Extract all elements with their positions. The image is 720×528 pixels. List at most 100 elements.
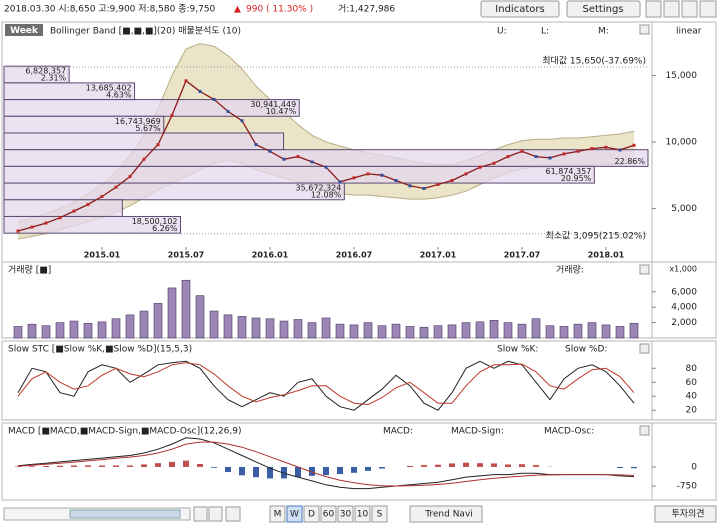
osc-bar bbox=[491, 463, 497, 467]
price-marker bbox=[464, 172, 468, 176]
y-tick-label: 0 bbox=[691, 462, 697, 472]
volume-profile-percent: 2.31% bbox=[41, 74, 67, 83]
period-buttons: M W D 60 30 10 S bbox=[269, 505, 388, 523]
price-marker bbox=[254, 143, 258, 147]
quote: 2018.03.30 시:8,650 고:9,900 저:8,580 종:9,7… bbox=[4, 4, 216, 15]
legend-readout: MACD: bbox=[383, 427, 413, 437]
period-button[interactable]: M bbox=[269, 505, 286, 523]
volume-bar bbox=[587, 322, 597, 339]
osc-bar bbox=[309, 466, 315, 476]
settings-button[interactable]: Settings bbox=[566, 0, 641, 18]
icon-button[interactable] bbox=[645, 0, 662, 18]
close-icon[interactable] bbox=[639, 264, 650, 275]
volume-profile-percent: 4.63% bbox=[106, 90, 132, 99]
volume-bar bbox=[97, 321, 107, 339]
close-icon[interactable] bbox=[639, 24, 650, 35]
opinion-button[interactable]: 투자의견 bbox=[654, 505, 717, 523]
legend-readout: Slow %K: bbox=[497, 345, 538, 355]
icon-button[interactable] bbox=[663, 0, 680, 18]
button-frame bbox=[354, 505, 371, 523]
volume-bar bbox=[167, 287, 177, 339]
icon-button[interactable] bbox=[699, 0, 717, 18]
indicator-line bbox=[17, 360, 635, 411]
button-label: S bbox=[377, 510, 383, 520]
zoom-out[interactable] bbox=[208, 506, 223, 522]
close-icon[interactable] bbox=[639, 343, 650, 354]
period-button[interactable]: D bbox=[303, 505, 320, 523]
trend-navi-button[interactable]: Trend Navi bbox=[409, 505, 483, 523]
button-label: D bbox=[308, 510, 315, 520]
legend-readout: MACD-Sign: bbox=[451, 427, 504, 437]
price-marker bbox=[310, 160, 314, 164]
price-marker bbox=[590, 147, 594, 151]
volume-profile-percent: 22.86% bbox=[614, 157, 645, 166]
osc-bar bbox=[57, 465, 63, 467]
price-marker bbox=[492, 161, 496, 165]
price-marker bbox=[562, 152, 566, 156]
indicator-line bbox=[17, 437, 635, 490]
indicator-line bbox=[17, 441, 635, 487]
volume-profile-percent: 6.26% bbox=[152, 224, 178, 233]
volume-profile-label: 6,828,357 bbox=[25, 67, 66, 76]
period-label: Week bbox=[10, 26, 39, 36]
panel: 5,000 10,000 15,000 Week Bollinger Band [■,■… bbox=[1, 21, 717, 263]
legend-readout: MACD-Osc: bbox=[544, 427, 594, 437]
volume-bar bbox=[461, 322, 471, 339]
price-marker bbox=[450, 179, 454, 183]
osc-bar bbox=[169, 461, 175, 467]
refresh[interactable] bbox=[225, 506, 241, 522]
price-marker bbox=[58, 216, 62, 220]
price-marker bbox=[506, 155, 510, 159]
price-marker bbox=[114, 185, 118, 189]
price-marker bbox=[380, 173, 384, 177]
volume-bar bbox=[349, 324, 359, 339]
osc-bar bbox=[519, 464, 525, 467]
scroll-thumb[interactable] bbox=[69, 509, 181, 519]
osc-bar bbox=[253, 466, 259, 478]
volume-bar bbox=[41, 325, 51, 339]
panel: 20 40 60 80 Slow STC [■Slow %K,■Slow %D](15,… bbox=[1, 340, 717, 421]
volume-bar bbox=[139, 310, 149, 339]
period-button[interactable]: 30 bbox=[337, 505, 354, 523]
volume-bar bbox=[111, 318, 121, 339]
volume-bar bbox=[433, 325, 443, 339]
volume-bar bbox=[419, 326, 429, 339]
volume-bar bbox=[335, 323, 345, 339]
volume-bar bbox=[377, 325, 387, 339]
osc-bar bbox=[407, 465, 413, 467]
panel: 2,000 4,000 6,000 거래량 [■] 거래량: x1,000 bbox=[1, 261, 717, 339]
price-marker bbox=[618, 148, 622, 152]
button-label: W bbox=[290, 510, 299, 520]
icon-button[interactable] bbox=[681, 0, 698, 18]
period-button[interactable]: 60 bbox=[320, 505, 337, 523]
panel-frame bbox=[1, 261, 717, 339]
volume-bar bbox=[531, 318, 541, 339]
price-marker bbox=[436, 183, 440, 187]
y-tick-label: 2,000 bbox=[671, 318, 697, 328]
volume-bar bbox=[251, 317, 261, 339]
extreme-label: 최소값 3,095(215.02%) bbox=[545, 229, 646, 241]
button-frame bbox=[337, 505, 354, 523]
volume-bar bbox=[279, 320, 289, 339]
osc-bar bbox=[435, 464, 441, 467]
osc-bar bbox=[239, 466, 245, 476]
price-marker bbox=[296, 155, 300, 159]
panel-title: MACD [■MACD,■MACD-Sign,■MACD-Osc](12,26,… bbox=[8, 427, 242, 437]
y-tick-label: 80 bbox=[686, 364, 698, 374]
volume-bar bbox=[209, 310, 219, 339]
button-frame bbox=[566, 0, 641, 18]
x-tick-label: 2015.07 bbox=[168, 251, 204, 260]
period-button[interactable]: S bbox=[371, 505, 388, 523]
button-frame bbox=[409, 505, 483, 523]
osc-bar bbox=[99, 465, 105, 467]
volume-profile-percent: 5.67% bbox=[135, 124, 161, 133]
indicators-button[interactable]: Indicators bbox=[480, 0, 560, 18]
period-button[interactable]: W bbox=[286, 505, 303, 523]
period-button[interactable]: 10 bbox=[354, 505, 371, 523]
price-marker bbox=[268, 149, 272, 153]
volume-bar bbox=[293, 319, 303, 339]
volume-profile-label: 16,743,969 bbox=[115, 117, 161, 126]
close-icon[interactable] bbox=[639, 425, 650, 436]
zoom-in[interactable] bbox=[193, 506, 208, 522]
